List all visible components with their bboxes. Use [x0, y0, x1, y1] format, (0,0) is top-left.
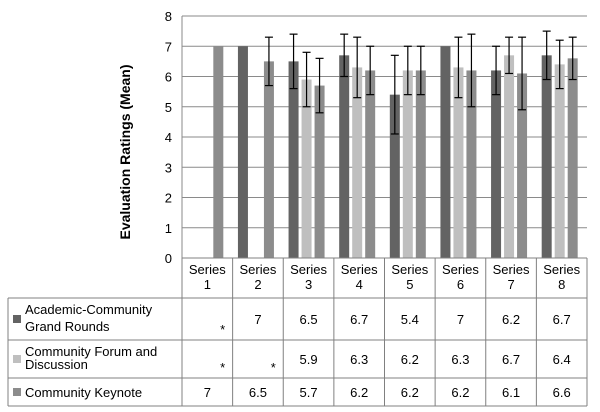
- table-value: 6.2: [401, 352, 419, 367]
- bar: [288, 61, 299, 258]
- legend-swatch: [13, 388, 21, 396]
- category-label: Series: [341, 262, 378, 277]
- category-label: 8: [558, 277, 565, 292]
- bar: [491, 70, 502, 258]
- legend-label: Discussion: [25, 357, 88, 372]
- legend-label: Community Forum and: [25, 344, 157, 359]
- y-axis-title: Evaluation Ratings (Mean): [117, 64, 133, 239]
- category-label: 5: [406, 277, 413, 292]
- bar: [263, 61, 274, 258]
- bar: [301, 79, 312, 259]
- bar: [541, 55, 552, 259]
- table-value: 5.4: [401, 312, 419, 327]
- table-value: 7: [204, 385, 211, 400]
- table-value: 6.1: [502, 385, 520, 400]
- y-tick-label: 0: [165, 251, 172, 266]
- y-tick-label: 8: [165, 9, 172, 24]
- bar: [339, 55, 350, 259]
- table-value: 6.2: [502, 312, 520, 327]
- bar: [504, 55, 515, 259]
- table-value: 6.4: [553, 352, 571, 367]
- y-tick-label: 5: [165, 100, 172, 115]
- category-label: 3: [305, 277, 312, 292]
- category-label: Series: [240, 262, 277, 277]
- bar: [402, 70, 413, 258]
- category-label: Series: [442, 262, 479, 277]
- table-value: 6.3: [350, 352, 368, 367]
- table-value: 5.9: [300, 352, 318, 367]
- table-value: 7: [254, 312, 261, 327]
- bar: [365, 70, 376, 258]
- bar: [389, 94, 400, 259]
- y-tick-label: 4: [165, 130, 172, 145]
- bar: [440, 46, 451, 258]
- table-value: 6.7: [553, 312, 571, 327]
- table-value: 6.2: [401, 385, 419, 400]
- y-tick-label: 2: [165, 191, 172, 206]
- table-value: *: [220, 360, 225, 375]
- table-value: *: [271, 360, 276, 375]
- legend-label: Grand Rounds: [25, 319, 110, 334]
- table-value: *: [220, 322, 225, 337]
- category-label: 1: [204, 277, 211, 292]
- category-label: Series: [189, 262, 226, 277]
- legend-swatch: [13, 355, 21, 363]
- table-value: 7: [457, 312, 464, 327]
- bar: [237, 46, 248, 258]
- table-value: 6.5: [249, 385, 267, 400]
- bar: [466, 70, 477, 258]
- legend-swatch: [13, 315, 21, 323]
- bar: [213, 46, 224, 258]
- y-tick-label: 3: [165, 160, 172, 175]
- legend-label: Academic-Community: [25, 302, 153, 317]
- bar: [517, 73, 528, 258]
- y-tick-label: 1: [165, 221, 172, 236]
- legend-label: Community Keynote: [25, 385, 142, 400]
- category-label: Series: [493, 262, 530, 277]
- bar: [554, 64, 565, 259]
- bar: [567, 58, 578, 258]
- category-label: Series: [391, 262, 428, 277]
- table-value: 5.7: [300, 385, 318, 400]
- table-value: 6.7: [350, 312, 368, 327]
- table-value: 6.2: [451, 385, 469, 400]
- category-label: 7: [507, 277, 514, 292]
- category-label: 2: [254, 277, 261, 292]
- table-value: 6.7: [502, 352, 520, 367]
- y-tick-label: 7: [165, 39, 172, 54]
- bar: [415, 70, 426, 258]
- bar: [352, 67, 363, 258]
- table-value: 6.6: [553, 385, 571, 400]
- table-value: 6.5: [300, 312, 318, 327]
- category-label: Series: [290, 262, 327, 277]
- bar: [453, 67, 464, 258]
- y-tick-label: 6: [165, 70, 172, 85]
- bar: [314, 85, 325, 258]
- table-value: 6.3: [451, 352, 469, 367]
- category-label: 4: [356, 277, 363, 292]
- category-label: 6: [457, 277, 464, 292]
- category-label: Series: [543, 262, 580, 277]
- table-value: 6.2: [350, 385, 368, 400]
